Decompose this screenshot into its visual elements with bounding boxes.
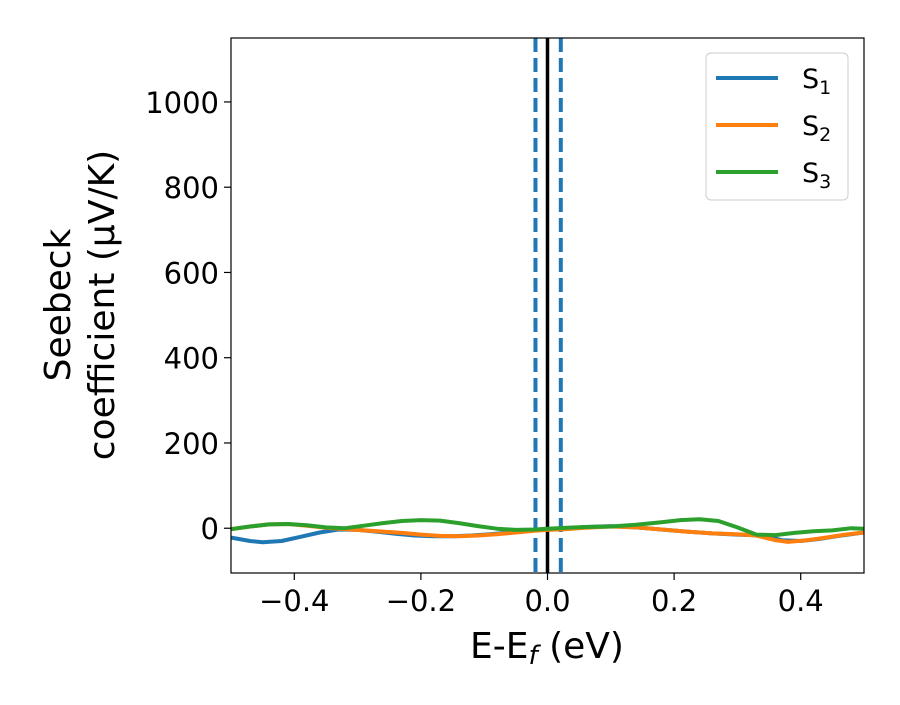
legend-label-s3: S3 <box>802 158 831 193</box>
legend: S1 S2 S3 <box>705 52 849 201</box>
legend-label-s2: S2 <box>802 111 831 146</box>
x-axis-title: E-Ef (eV) <box>470 626 624 671</box>
y-tick-label: 0 <box>201 512 219 546</box>
y-tick-label: 800 <box>164 171 219 205</box>
y-axis-title-line1: Seebeck <box>38 228 79 381</box>
series-line-s3 <box>231 517 864 538</box>
reference-lines <box>533 38 563 573</box>
x-tick-label: 0.0 <box>524 584 570 618</box>
x-tick-label: 0.4 <box>778 584 824 618</box>
x-tick-label: 0.2 <box>651 584 697 618</box>
y-tick-label: 200 <box>164 427 219 461</box>
y-tick-label: 600 <box>164 256 219 290</box>
legend-label-s1: S1 <box>802 64 831 99</box>
y-axis-title: Seebeck coefficient (μV/K) <box>38 150 123 460</box>
x-tick-label: −0.2 <box>386 584 456 618</box>
y-tick-label: 1000 <box>145 86 219 120</box>
series-lines <box>231 517 864 545</box>
y-tick-label: 400 <box>164 342 219 376</box>
y-axis-title-line2: coefficient (μV/K) <box>82 150 123 460</box>
y-axis-ticks: 0 200 400 600 800 1000 <box>145 86 231 546</box>
x-tick-label: −0.4 <box>259 584 329 618</box>
x-axis-ticks: −0.4 −0.2 0.0 0.2 0.4 <box>259 573 824 618</box>
